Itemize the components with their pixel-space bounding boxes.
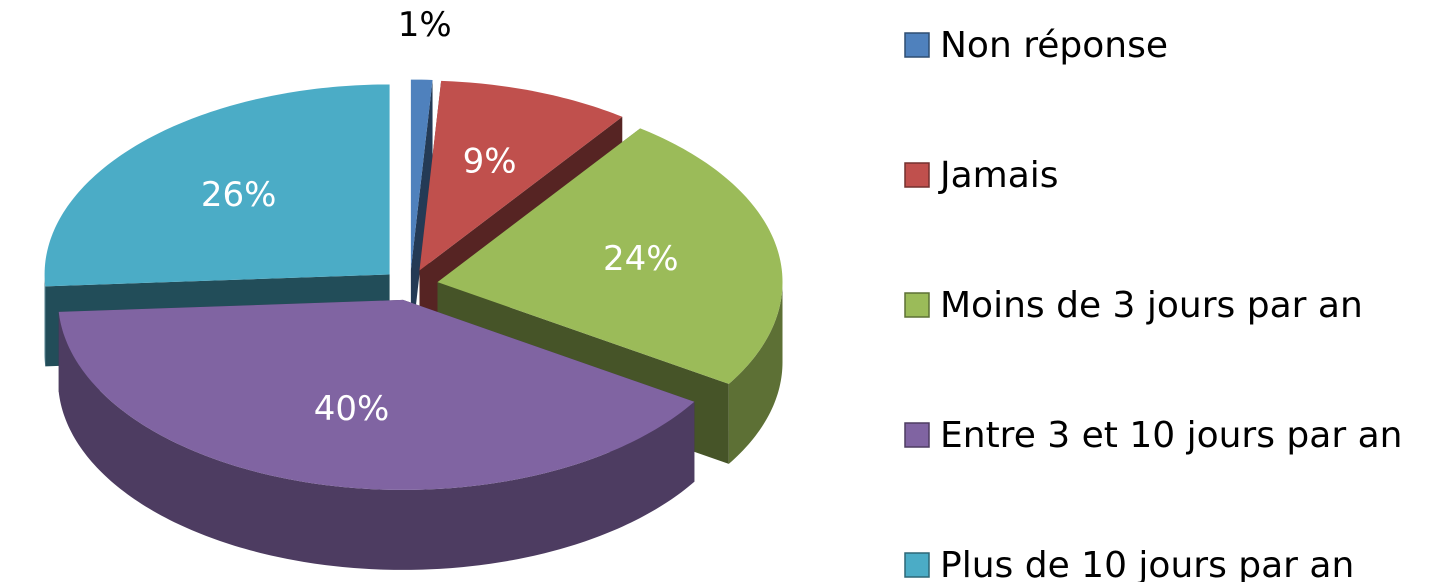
legend-swatch xyxy=(904,422,930,448)
pie-slice xyxy=(58,299,695,570)
legend-swatch xyxy=(904,162,930,188)
legend-label: Plus de 10 jours par an xyxy=(940,545,1354,582)
slice-top xyxy=(437,128,783,384)
data-label: 9% xyxy=(463,142,517,182)
slice-top xyxy=(410,79,433,270)
legend-label: Entre 3 et 10 jours par an xyxy=(940,415,1402,456)
slice-top xyxy=(44,84,390,287)
slice-top xyxy=(419,80,623,271)
legend-label: Moins de 3 jours par an xyxy=(940,285,1363,326)
data-label: 40% xyxy=(314,389,390,429)
slice-side xyxy=(410,79,433,350)
legend-swatch xyxy=(904,552,930,578)
data-label: 1% xyxy=(398,5,452,45)
slice-wall xyxy=(58,311,695,570)
slice-top xyxy=(58,299,695,490)
pie-slice xyxy=(410,79,433,350)
slice-wall xyxy=(44,274,46,367)
legend-swatch xyxy=(904,292,930,318)
legend-label: Non réponse xyxy=(940,25,1168,66)
data-label: 24% xyxy=(603,239,679,279)
slice-wall xyxy=(728,282,783,464)
data-label: 26% xyxy=(201,175,277,215)
legend-swatch xyxy=(904,32,930,58)
legend-label: Jamais xyxy=(938,155,1059,196)
